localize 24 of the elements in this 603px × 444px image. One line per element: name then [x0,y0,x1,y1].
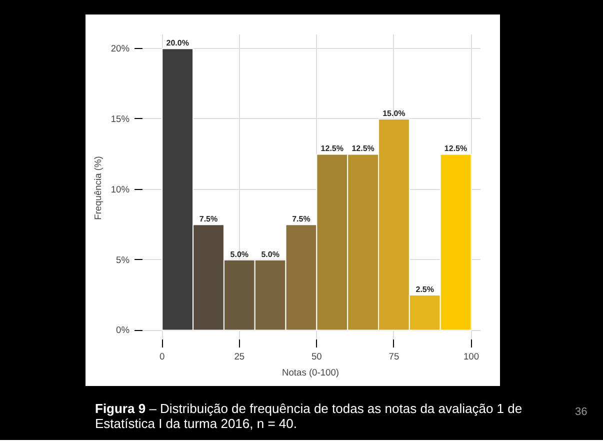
x-tick-label: 0 [160,352,165,362]
x-tick-label: 25 [234,352,245,362]
data-label: 15.0% [382,108,406,118]
data-label: 12.5% [444,144,468,154]
y-tick-label: 5% [116,254,130,265]
data-label: 5.0% [261,250,280,259]
data-label: 12.5% [352,144,374,154]
y-tick-label: 15% [110,114,130,124]
data-label: 12.5% [320,144,344,154]
data-label: 7.5% [199,214,218,224]
data-label: 20.0% [166,38,189,48]
x-tick-label: 50 [311,352,322,362]
data-label: 7.5% [292,214,310,224]
y-tick-label: 10% [110,184,130,194]
y-tick-label: 0% [116,325,130,336]
x-axis-title: Notas (0-100) [282,368,340,378]
text: Figura 9 – Distribuição de frequência de todas as notas da avaliação 1 de Estatística I da turma 2016, n = 40. [95,401,524,431]
text: 36 [575,405,588,420]
data-label: 2.5% [416,285,434,294]
x-tick-label: 100 [463,352,480,362]
x-tick-label: 75 [388,352,400,362]
y-axis-title: Frequência (%) [92,156,103,220]
y-tick-label: 20% [110,44,130,54]
data-label: 5.0% [230,250,249,259]
